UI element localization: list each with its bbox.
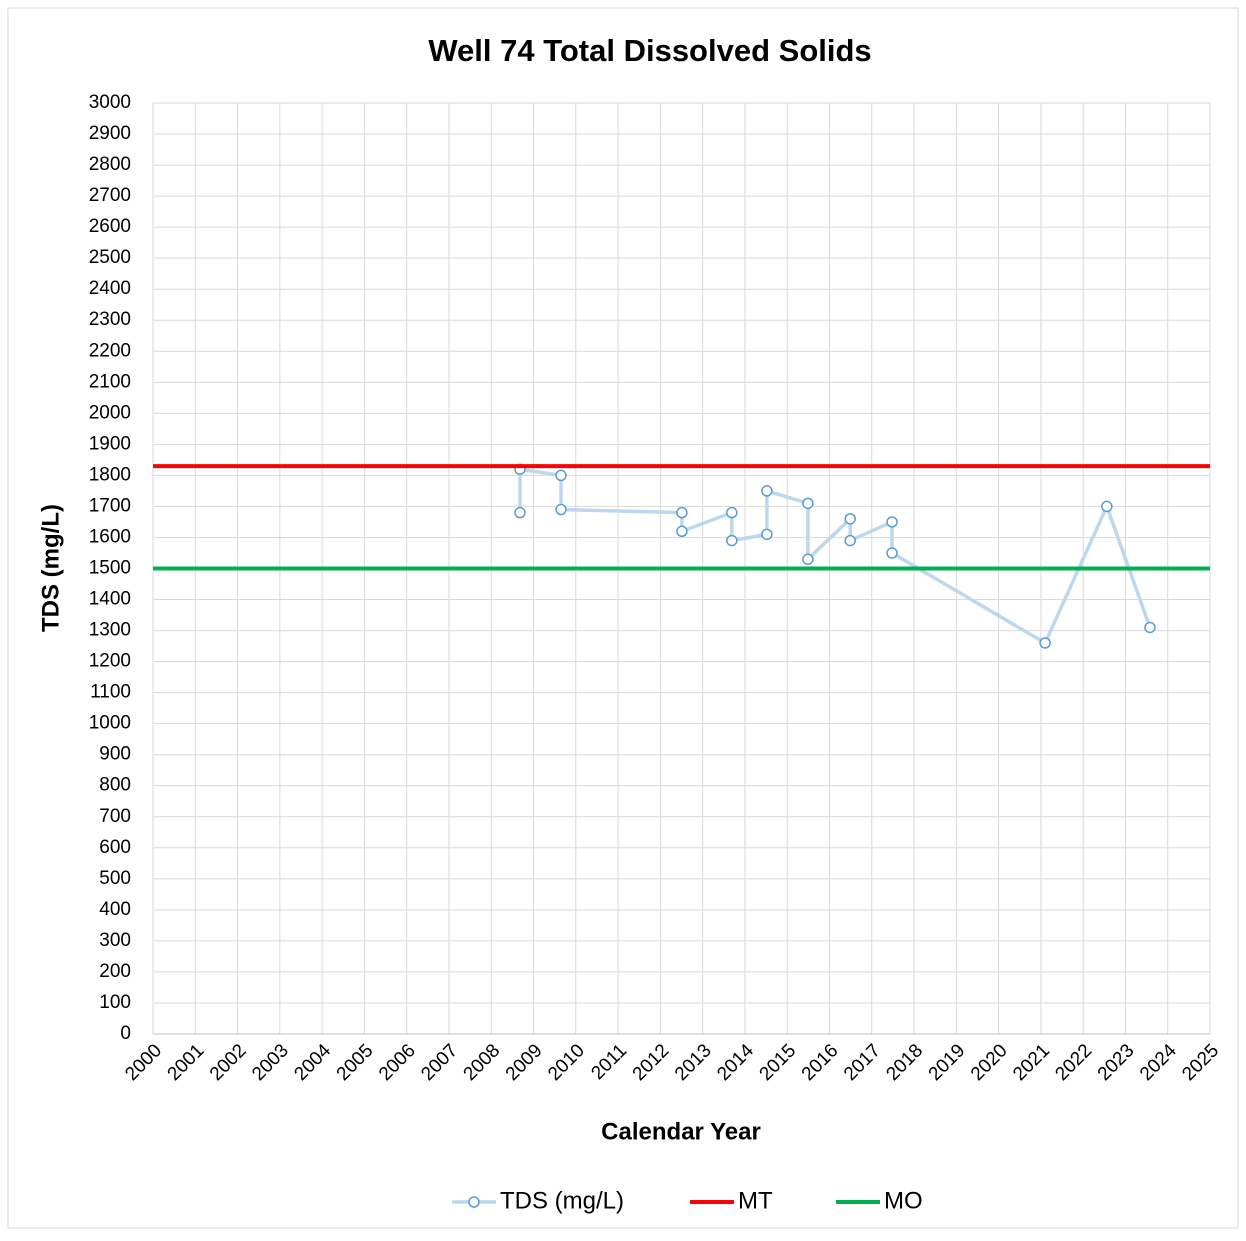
legend-label: MT [738,1187,773,1214]
data-point [1039,637,1051,649]
data-point [886,547,898,559]
y-axis-label: TDS (mg/L) [37,504,64,632]
y-tick-label: 2000 [89,402,131,423]
y-tick-label: 2800 [89,154,131,175]
y-tick-label: 1000 [89,713,131,734]
chart-title: Well 74 Total Dissolved Solids [428,33,871,68]
y-tick-label: 1300 [89,620,131,641]
data-point [555,503,567,516]
y-tick-label: 2300 [89,309,131,330]
data-point [555,469,567,482]
y-tick-label: 1700 [89,495,131,516]
y-tick-label: 2400 [89,278,131,299]
y-tick-label: 2900 [89,123,131,144]
y-tick-label: 1100 [90,682,131,703]
y-tick-label: 300 [99,930,131,951]
data-point [761,528,773,541]
x-axis-label: Calendar Year [601,1118,761,1145]
y-tick-label: 1500 [89,558,131,579]
y-tick-label: 2500 [89,247,131,268]
data-point [726,534,738,547]
y-tick-label: 700 [99,806,131,827]
y-tick-label: 1600 [89,526,131,547]
y-tick-label: 2200 [89,340,131,361]
chart-border [7,7,1239,1229]
data-point [1101,500,1113,513]
data-point [844,513,856,525]
data-point [676,506,688,519]
legend-marker [468,1196,480,1208]
y-tick-label: 800 [99,775,131,796]
y-tick-label: 2700 [89,185,131,206]
y-tick-label: 0 [120,1023,131,1044]
data-point [514,506,526,519]
y-tick-label: 2600 [89,216,131,237]
data-point [726,506,738,519]
y-tick-label: 200 [99,961,131,982]
y-tick-label: 1200 [89,651,131,672]
y-tick-label: 1800 [89,464,131,485]
y-tick-label: 2100 [89,371,131,392]
y-tick-label: 400 [99,899,131,920]
data-point [1144,621,1156,634]
y-tick-label: 600 [99,837,131,858]
y-tick-label: 500 [99,868,131,889]
data-point [844,534,856,547]
y-tick-label: 900 [99,744,131,765]
legend-label: TDS (mg/L) [500,1187,624,1214]
legend-label: MO [884,1187,923,1214]
data-point [802,553,814,565]
data-point [802,497,814,510]
y-tick-label: 3000 [89,92,131,113]
data-point [761,485,773,497]
y-tick-label: 1400 [89,589,131,610]
data-point [676,525,688,538]
y-tick-label: 1900 [89,433,131,454]
data-point [886,516,898,528]
y-tick-label: 100 [99,992,131,1013]
